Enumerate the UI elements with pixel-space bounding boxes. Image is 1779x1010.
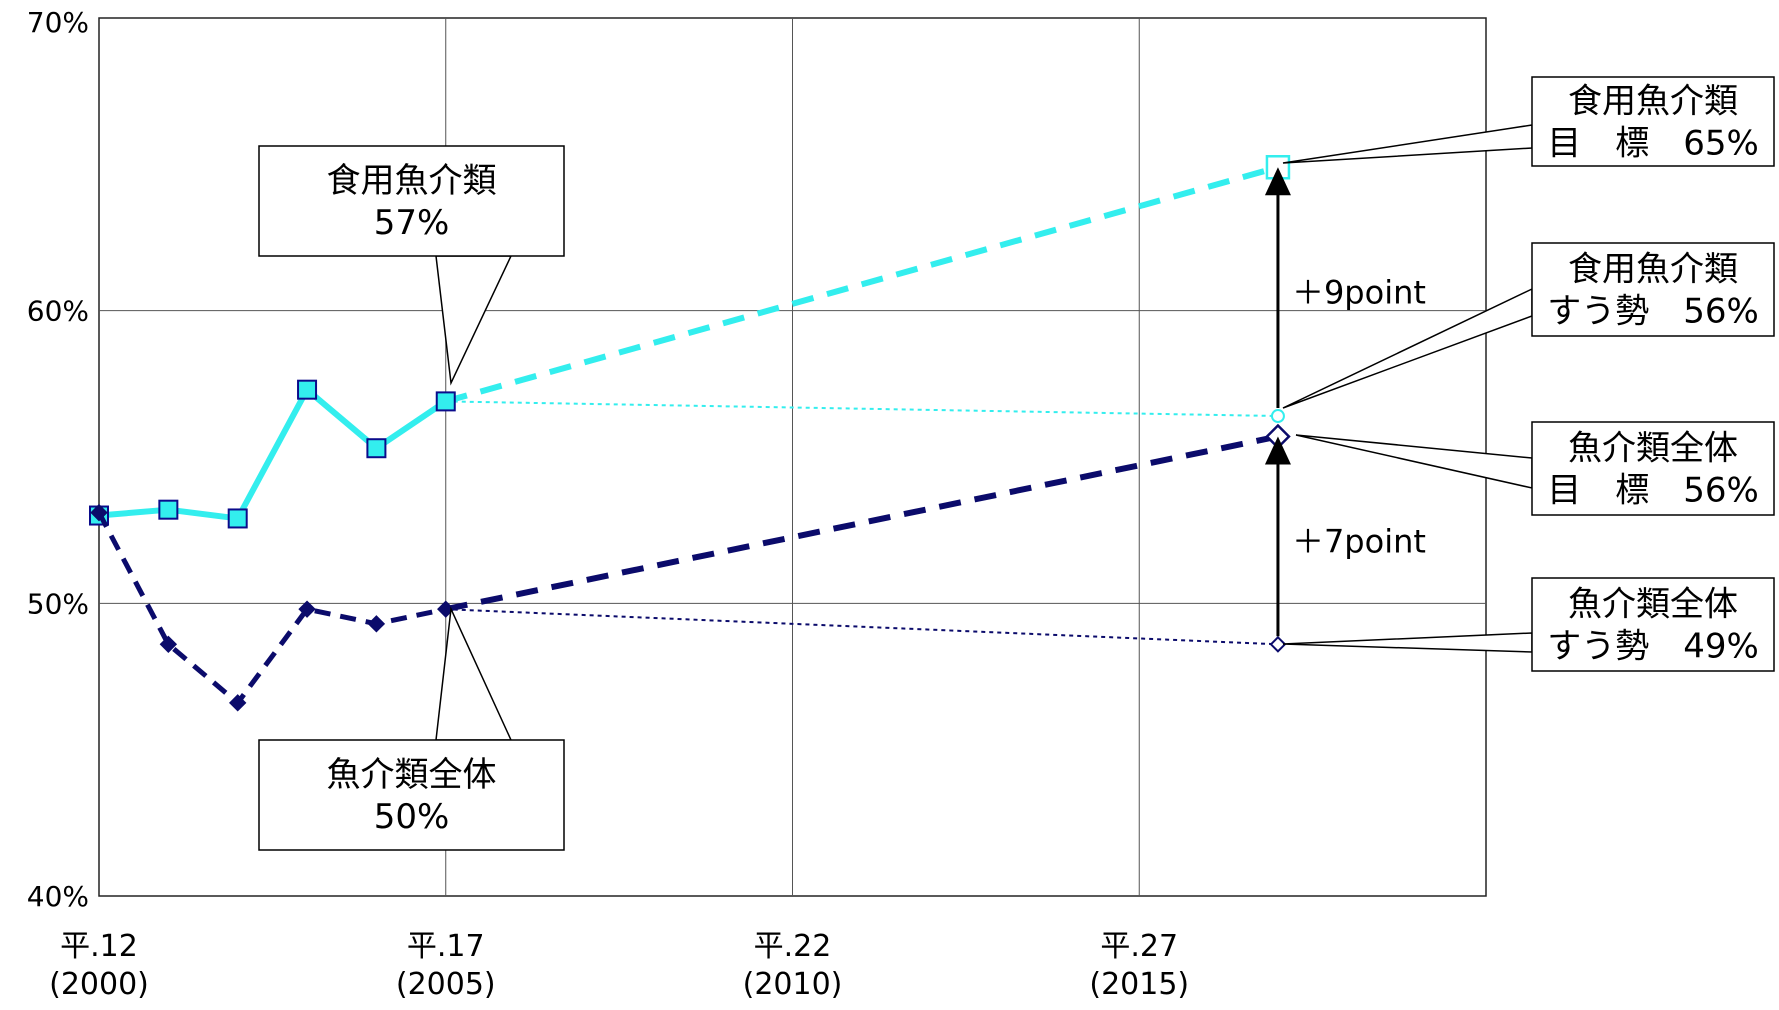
- data-point: [158, 499, 179, 520]
- target-projection-line: [444, 164, 1279, 405]
- callout-box: [1531, 242, 1775, 337]
- callout-label: 魚介類全体: [1568, 429, 1738, 469]
- callout-box: [258, 739, 565, 851]
- trend-projection-line: [445, 400, 1278, 418]
- data-point: [90, 503, 108, 522]
- y-tick-label: 50%: [27, 587, 89, 620]
- callout-label: 目 標 65%: [1547, 124, 1759, 164]
- x-tick-label: 平.27: [1100, 929, 1178, 964]
- callout-label: 魚介類全体: [327, 755, 497, 795]
- data-point: [437, 600, 455, 618]
- data-point: [435, 391, 456, 412]
- x-tick-year-label: (2005): [396, 967, 496, 1002]
- callout-label: すう勢 56%: [1547, 292, 1759, 332]
- data-point: [227, 508, 248, 529]
- data-point: [159, 635, 178, 654]
- callout-label: 食用魚介類: [1568, 250, 1738, 290]
- increase-label: ＋9point: [1292, 274, 1426, 312]
- x-tick-year-label: (2010): [743, 967, 843, 1002]
- trend-projection-line: [445, 608, 1278, 646]
- x-tick-year-label: (2000): [49, 967, 149, 1002]
- y-tick-label: 60%: [27, 295, 89, 328]
- callout-label: 食用魚介類: [327, 161, 497, 201]
- callout-label: 魚介類全体: [1568, 585, 1738, 625]
- trend-end-marker: [1269, 635, 1287, 653]
- callout-label: すう勢 49%: [1547, 627, 1759, 667]
- increase-label: ＋7point: [1292, 522, 1426, 560]
- y-tick-label: 40%: [27, 880, 89, 913]
- callout-box: [1531, 421, 1775, 516]
- data-point: [298, 600, 316, 618]
- callout-label: 50%: [374, 797, 450, 837]
- x-tick-label: 平.22: [754, 929, 832, 964]
- callout-label: 目 標 56%: [1547, 471, 1759, 511]
- x-tick-label: 平.17: [407, 929, 485, 964]
- y-tick-label: 70%: [27, 6, 89, 39]
- callout-label: 57%: [374, 203, 450, 243]
- series-line: [98, 386, 448, 522]
- callout-box: [1531, 577, 1775, 672]
- increase-arrowhead: [1264, 167, 1291, 196]
- data-point: [367, 615, 386, 633]
- x-tick-label: 平.12: [60, 929, 138, 964]
- callout-box: [258, 145, 565, 257]
- trend-end-marker: [1270, 409, 1285, 424]
- callout-box: [1531, 76, 1775, 167]
- x-tick-year-label: (2015): [1089, 967, 1189, 1002]
- increase-arrowhead: [1264, 436, 1291, 465]
- data-point: [228, 694, 247, 712]
- series-line: [96, 511, 447, 706]
- data-point: [366, 438, 387, 459]
- data-point: [297, 379, 318, 400]
- callout-label: 食用魚介類: [1568, 82, 1738, 122]
